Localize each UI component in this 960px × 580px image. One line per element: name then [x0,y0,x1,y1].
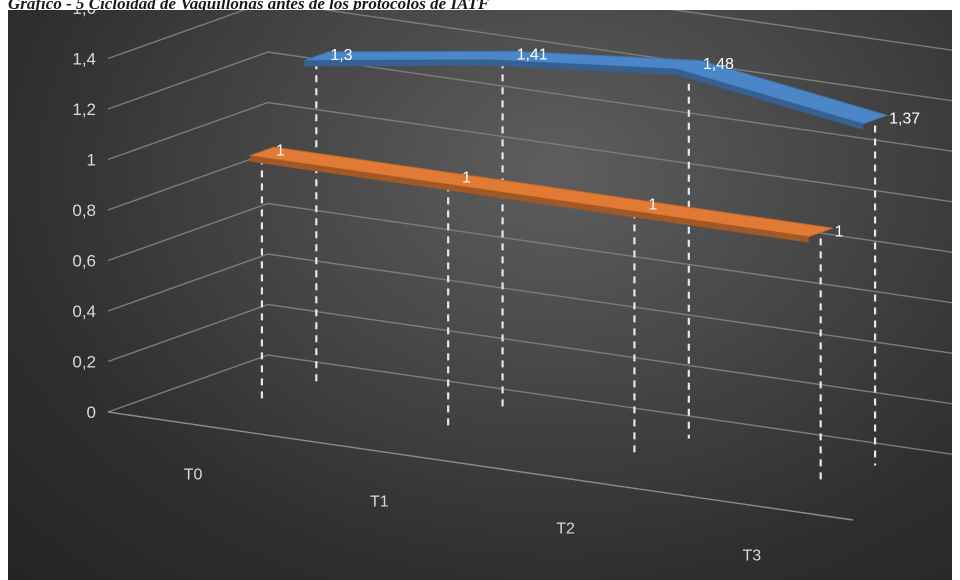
series-ribbon-edge [249,155,809,243]
y-axis-ticks: 0 0,2 0,4 0,6 0,8 1 1,2 1,4 1,6 [72,10,96,422]
ribbon-line-chart: 00,20,40,60,811,21,41,6 1,31,411,481,371… [72,10,952,565]
data-label: 1 [648,196,657,213]
data-label: 1 [835,223,844,240]
y-tick-label: 1,4 [72,50,96,69]
series-ribbons [249,50,889,243]
data-label: 1 [462,169,471,186]
chart-caption: Gráfico - 5 Cicloidad de Vaquillonas ant… [8,0,490,13]
gridline [107,51,952,152]
category-label: T3 [743,548,762,565]
data-label: 1,37 [889,111,920,128]
gridline [670,10,952,51]
category-label: T2 [556,521,575,538]
drop-lines [260,61,877,485]
gridline [107,354,952,455]
gridline [107,101,952,203]
gridline [107,303,952,405]
y-tick-label: 0,6 [72,252,96,271]
gridlines [107,10,952,455]
data-label: 1,3 [330,47,352,64]
y-tick-label: 1,6 [72,10,96,18]
data-label: 1 [276,142,285,159]
series-ribbon [249,146,833,238]
series-ribbon-edge [304,59,864,130]
data-label: 1,48 [703,56,734,73]
y-tick-label: 1,2 [72,100,96,119]
y-tick-label: 0,2 [72,353,96,372]
floor-edge [107,411,854,521]
chart-area: 00,20,40,60,811,21,41,6 1,31,411,481,371… [8,10,952,580]
category-label: T0 [184,467,203,484]
floor-axis [107,411,854,521]
gridline [107,152,952,253]
y-tick-label: 0,4 [72,302,96,321]
y-tick-label: 0,8 [72,201,96,220]
gridline [107,10,952,102]
x-axis-categories: T0 T1 T2 T3 [184,467,762,565]
series-ribbon [304,50,889,125]
category-label: T1 [370,494,389,511]
y-tick-label: 1 [87,151,96,170]
data-label: 1,41 [517,46,548,63]
y-tick-label: 0 [87,403,96,422]
data-labels: 1,3 1,41 1,48 1,37 1 1 1 1 [276,46,920,240]
gridline [107,202,952,304]
gridline [107,253,952,354]
